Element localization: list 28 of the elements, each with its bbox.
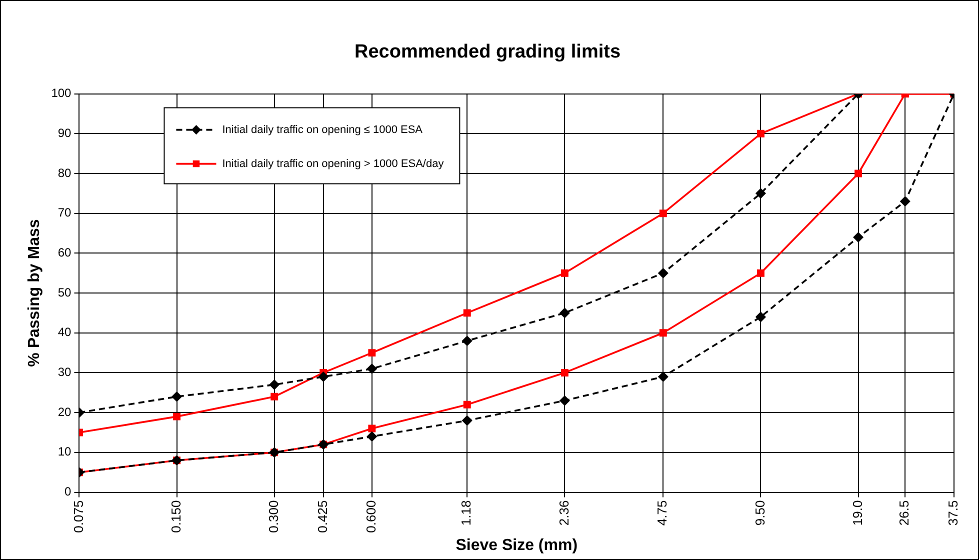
x-tick-label: 9.50 [752, 500, 768, 526]
x-tick-label: 26.5 [896, 500, 912, 526]
y-tick-label: 10 [58, 444, 72, 459]
x-tick-label: 4.75 [654, 500, 670, 526]
y-axis-title: % Passing by Mass [26, 219, 44, 367]
y-tick-label: 60 [58, 246, 72, 260]
x-tick-label: 2.36 [556, 500, 572, 526]
x-tick-label: 37.5 [946, 500, 961, 526]
x-tick-label: 0.150 [168, 500, 184, 533]
y-tick-label: 100 [51, 86, 72, 100]
x-tick-label: 0.600 [364, 500, 379, 533]
y-tick-label: 40 [58, 325, 72, 340]
y-tick-label: 20 [58, 404, 72, 419]
y-tick-label: 0 [64, 484, 72, 499]
y-tick-label: 50 [58, 285, 72, 300]
x-axis-title: Sieve Size (mm) [456, 536, 578, 554]
x-tick-label: 1.18 [458, 500, 474, 526]
x-tick-label: 19.0 [850, 500, 865, 526]
legend-label: Initial daily traffic on opening > 1000 ESA/day [222, 158, 444, 170]
chart-title: Recommended grading limits [354, 42, 621, 63]
x-tick-label: 0.425 [314, 500, 330, 533]
y-tick-label: 70 [58, 206, 72, 220]
x-tick-label: 0.300 [266, 500, 281, 533]
y-tick-label: 30 [58, 365, 72, 380]
y-tick-label: 90 [58, 126, 72, 140]
legend-label: Initial daily traffic on opening ≤ 1000 ESA [222, 124, 424, 136]
y-tick-label: 80 [58, 166, 72, 180]
x-tick-label: 0.075 [70, 500, 86, 533]
